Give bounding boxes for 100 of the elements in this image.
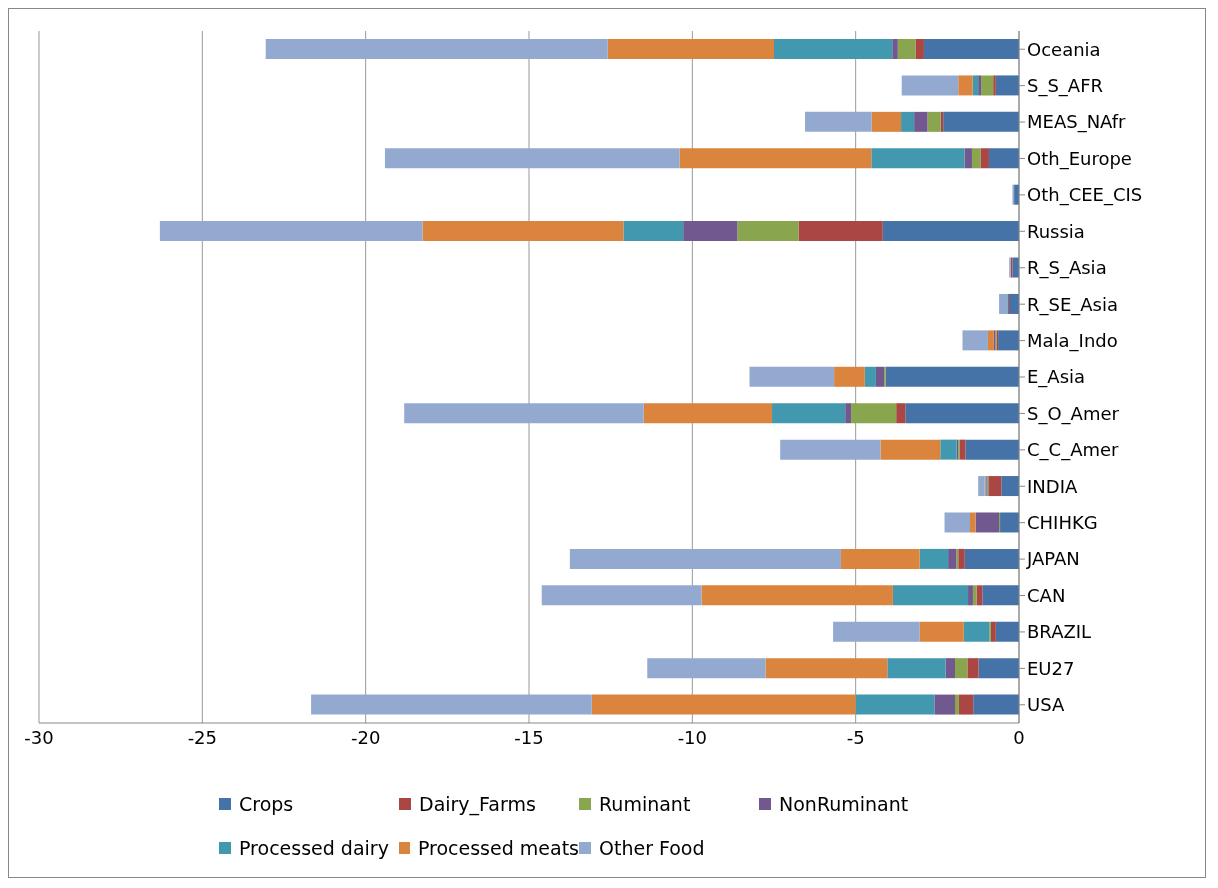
bar bbox=[958, 694, 974, 715]
bar bbox=[772, 403, 846, 424]
bar bbox=[887, 658, 946, 679]
bar bbox=[798, 221, 883, 242]
bar bbox=[995, 621, 1019, 642]
legend-label: Processed dairy bbox=[239, 837, 389, 859]
bar bbox=[945, 658, 955, 679]
bar bbox=[885, 366, 1019, 387]
bar bbox=[774, 39, 893, 59]
y-tick-label: Oth_Europe bbox=[1027, 147, 1132, 170]
x-tick-label: -20 bbox=[350, 726, 381, 748]
bar bbox=[964, 548, 1019, 569]
bar bbox=[901, 111, 915, 132]
bar bbox=[973, 694, 1019, 715]
bar bbox=[964, 148, 972, 169]
legend-label: Ruminant bbox=[599, 793, 691, 815]
y-tick-label: BRAZIL bbox=[1027, 621, 1092, 643]
bar bbox=[643, 403, 773, 424]
bar bbox=[591, 694, 856, 715]
x-tick-label: -10 bbox=[677, 726, 708, 748]
bar bbox=[988, 476, 1002, 497]
bar bbox=[962, 330, 988, 351]
y-tick-label: S_S_AFR bbox=[1027, 75, 1104, 98]
bar bbox=[871, 148, 965, 169]
bar bbox=[422, 221, 624, 242]
bar bbox=[1012, 257, 1019, 278]
x-tick-label: -25 bbox=[187, 726, 218, 748]
bar bbox=[980, 148, 989, 169]
bar bbox=[978, 476, 985, 497]
y-tick-label: E_Asia bbox=[1027, 366, 1086, 389]
bar bbox=[940, 439, 957, 460]
bar bbox=[954, 658, 968, 679]
bar bbox=[943, 111, 1019, 132]
bar bbox=[948, 548, 957, 569]
y-tick-label: Oceania bbox=[1027, 38, 1101, 60]
bar bbox=[967, 658, 979, 679]
bar bbox=[987, 330, 994, 351]
bar bbox=[905, 403, 1019, 424]
bar bbox=[701, 585, 893, 606]
bar bbox=[541, 585, 702, 606]
legend-label: Crops bbox=[239, 793, 294, 815]
bar bbox=[971, 148, 981, 169]
bar bbox=[834, 366, 865, 387]
bar bbox=[679, 148, 872, 169]
y-tick-label: MEAS_NAfr bbox=[1027, 111, 1127, 134]
bar bbox=[993, 75, 996, 96]
bar bbox=[892, 585, 969, 606]
x-tick-label: -30 bbox=[24, 726, 54, 748]
bar bbox=[840, 548, 920, 569]
bar bbox=[647, 658, 766, 679]
bar bbox=[965, 439, 1019, 460]
bar bbox=[927, 111, 941, 132]
bar bbox=[683, 221, 738, 242]
bar bbox=[845, 403, 852, 424]
bar bbox=[265, 39, 608, 59]
bar bbox=[970, 512, 976, 533]
bar bbox=[923, 39, 1019, 59]
x-tick-label: 0 bbox=[1013, 726, 1025, 748]
bar bbox=[901, 75, 959, 96]
bar bbox=[959, 439, 966, 460]
bar bbox=[944, 512, 970, 533]
bar bbox=[954, 694, 959, 715]
bar bbox=[864, 366, 876, 387]
bar bbox=[749, 366, 835, 387]
bar bbox=[995, 75, 1019, 96]
y-tick-label: JAPAN bbox=[1026, 548, 1080, 570]
x-tick-label: -15 bbox=[514, 726, 544, 748]
bar bbox=[623, 221, 684, 242]
y-tick-label: C_C_Amer bbox=[1027, 439, 1120, 462]
x-tick-label: -5 bbox=[846, 726, 865, 748]
bar bbox=[892, 39, 898, 59]
bar bbox=[159, 221, 423, 242]
bar bbox=[607, 39, 774, 59]
bar bbox=[982, 585, 1019, 606]
bar bbox=[978, 75, 982, 96]
y-tick-label: Oth_CEE_CIS bbox=[1027, 184, 1143, 207]
bar bbox=[851, 403, 897, 424]
bar bbox=[880, 439, 941, 460]
bar bbox=[871, 111, 902, 132]
bar bbox=[958, 75, 973, 96]
legend-label: NonRuminant bbox=[779, 793, 909, 815]
bar bbox=[972, 585, 977, 606]
legend-label: Dairy_Farms bbox=[419, 793, 536, 815]
y-tick-label: S_O_Amer bbox=[1027, 402, 1120, 425]
legend-label: Processed meats bbox=[417, 837, 579, 859]
y-tick-label: INDIA bbox=[1027, 475, 1078, 497]
y-tick-label: USA bbox=[1027, 694, 1065, 716]
bar bbox=[896, 403, 906, 424]
bar bbox=[1001, 476, 1019, 497]
bar bbox=[999, 293, 1008, 314]
bar bbox=[855, 694, 935, 715]
bar bbox=[833, 621, 920, 642]
y-tick-label: R_SE_Asia bbox=[1027, 293, 1119, 316]
bar bbox=[569, 548, 841, 569]
bar bbox=[981, 75, 994, 96]
y-tick-label: R_S_Asia bbox=[1027, 257, 1107, 280]
bar bbox=[1000, 512, 1019, 533]
y-tick-label: Russia bbox=[1027, 220, 1085, 242]
bar bbox=[975, 512, 1000, 533]
bar bbox=[737, 221, 799, 242]
